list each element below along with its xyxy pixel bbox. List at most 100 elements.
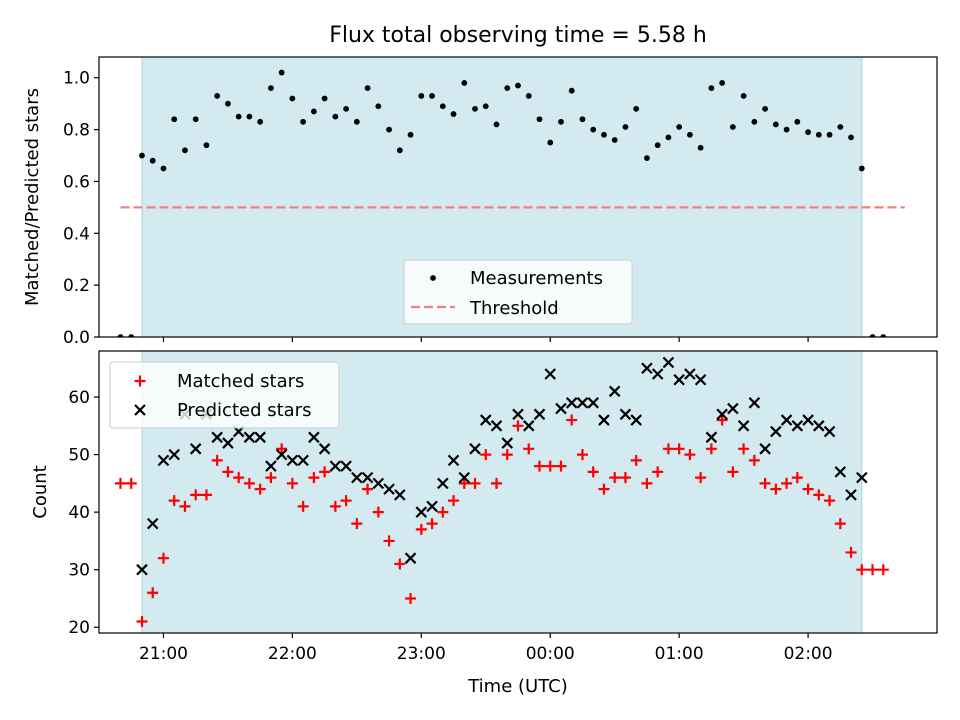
matched-star-point [566, 414, 578, 426]
measurement-point [203, 142, 210, 149]
measurement-point [547, 139, 554, 146]
predicted-star-point [361, 471, 374, 484]
matched-star-point [243, 477, 255, 489]
measurement-point [310, 108, 317, 115]
predicted-star-point [555, 402, 567, 415]
predicted-star-point [533, 408, 546, 421]
measurement-point [450, 111, 457, 117]
series-predicted-stars [136, 356, 868, 576]
matched-star-point [781, 477, 793, 489]
matched-star-point [684, 449, 696, 461]
predicted-star-point [791, 420, 804, 432]
matched-star-point [705, 443, 717, 455]
matched-star-point [458, 477, 470, 489]
matched-star-point [727, 466, 739, 478]
predicted-star-point [565, 397, 578, 409]
measurement-point [300, 118, 307, 125]
measurement-point [386, 126, 392, 133]
y-tick-label: 0.6 [63, 172, 90, 192]
matched-star-point [662, 443, 674, 455]
measurement-point [504, 85, 511, 92]
measurement-point [772, 121, 779, 128]
measurement-point [225, 100, 231, 107]
measurement-point [848, 134, 854, 141]
measurement-point [364, 85, 371, 92]
measurement-point [676, 124, 683, 130]
predicted-star-point [189, 443, 202, 455]
measurement-point [515, 82, 521, 89]
measurement-point [117, 334, 124, 337]
y-tick-label: 0.2 [63, 276, 90, 296]
matched-star-point [297, 500, 309, 512]
plot-area [117, 69, 905, 337]
legend-label-threshold: Threshold [469, 298, 559, 319]
measurement-point [601, 131, 607, 138]
matched-star-point [179, 500, 191, 512]
measurement-point [611, 137, 618, 143]
predicted-star-point [501, 437, 514, 449]
y-tick-label: 20 [68, 618, 90, 638]
measurement-point [665, 134, 672, 141]
measurement-point [719, 80, 726, 86]
predicted-star-point [684, 368, 696, 380]
y-tick-label: 0.0 [63, 328, 90, 348]
series-measurements [117, 69, 887, 337]
predicted-star-point [813, 420, 825, 432]
matched-star-point [319, 466, 331, 478]
predicted-star-point [490, 420, 503, 432]
predicted-star-point [265, 460, 277, 472]
predicted-star-point [630, 414, 642, 426]
measurement-point [482, 103, 489, 110]
matched-star-point [512, 420, 524, 432]
measurement-point [644, 155, 650, 162]
matched-star-point [544, 460, 556, 472]
matched-star-point [813, 489, 825, 501]
matched-star-point [222, 466, 234, 478]
matched-star-point [437, 506, 449, 518]
measurement-point [740, 92, 747, 99]
matched-star-point [211, 454, 223, 466]
matched-star-point [641, 477, 653, 489]
predicted-star-point [651, 368, 664, 380]
measurement-point [826, 131, 833, 138]
matched-star-point [802, 483, 814, 495]
predicted-star-point [512, 408, 524, 421]
measurement-point [139, 152, 145, 159]
measurement-point [407, 131, 414, 138]
predicted-star-point [834, 466, 847, 478]
predicted-star-point [394, 489, 406, 501]
predicted-star-point [802, 414, 814, 426]
matched-star-point [480, 449, 492, 461]
series-matched-stars [114, 414, 889, 627]
matched-star-point [867, 564, 879, 576]
measurement-point [762, 105, 769, 112]
predicted-star-point [136, 563, 148, 576]
legend-x-marker [134, 404, 146, 416]
predicted-star-point [770, 425, 782, 438]
legend-label-matched: Matched stars [177, 371, 304, 392]
measurement-point [654, 142, 661, 149]
measurement-point [429, 92, 435, 99]
predicted-star-point [168, 448, 180, 461]
predicted-star-point [705, 431, 718, 444]
measurement-point [493, 121, 500, 128]
measurement-point [869, 334, 876, 337]
x-tick-label: 23:00 [397, 644, 446, 664]
matched-star-point [555, 460, 567, 472]
matched-star-point [448, 495, 460, 507]
chart-title: Flux total observing time = 5.58 h [329, 23, 707, 48]
measurement-point [805, 129, 811, 136]
measurement-point [439, 103, 446, 110]
matched-star-point [856, 564, 868, 576]
matched-star-point [533, 460, 545, 472]
predicted-star-point [340, 460, 352, 472]
measurement-point [257, 118, 264, 125]
measurement-point [837, 124, 844, 130]
measurement-point [568, 87, 575, 94]
measurement-point [751, 118, 758, 125]
predicted-star-point [694, 373, 707, 386]
x-axis-label: Time (UTC) [467, 676, 568, 697]
predicted-star-point [437, 477, 449, 490]
measurement-point [343, 105, 350, 112]
predicted-star-point [458, 471, 471, 484]
